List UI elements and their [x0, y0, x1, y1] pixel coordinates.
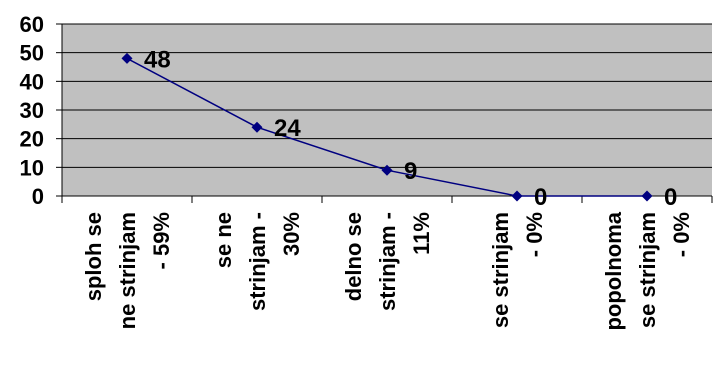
x-category-label-line: - 0% [522, 212, 547, 257]
data-point-marker [251, 121, 263, 133]
x-category-label-line: strinjam - [375, 212, 400, 311]
x-category-label-line: delno se [341, 212, 366, 301]
x-category-label: se ne strinjam - 30% [211, 212, 304, 311]
y-tick-label: 50 [20, 41, 44, 66]
x-axis-categories: sploh se ne strinjam - 59% se ne strinjam - 3… [81, 211, 694, 330]
y-axis-ticks: 0 10 20 30 40 50 60 [20, 12, 62, 209]
y-tick-label: 30 [20, 98, 44, 123]
data-label: 48 [144, 46, 171, 73]
x-category-label-line: 11% [409, 212, 434, 255]
x-category-label-line: se ne [211, 212, 236, 268]
data-point-marker [121, 52, 133, 64]
x-category-label: popolnoma se strinjam - 0% [601, 211, 694, 330]
y-tick-label: 40 [20, 69, 44, 94]
y-tick-label: 0 [32, 184, 44, 209]
x-category-label: delno se strinjam - 11% [341, 212, 434, 311]
x-category-label: sploh se ne strinjam - 59% [81, 212, 174, 329]
series [121, 52, 653, 202]
x-category-label-line: se strinjam [635, 212, 660, 328]
x-category-label-line: sploh se [81, 212, 106, 301]
data-point-marker [511, 190, 523, 202]
x-category-label-line: 30% [279, 212, 304, 256]
x-category-label-line: se strinjam [488, 212, 513, 328]
data-label: 24 [274, 115, 301, 142]
y-tick-label: 60 [20, 12, 44, 37]
x-category-label-line: popolnoma [601, 211, 626, 330]
data-label: 0 [534, 184, 547, 211]
y-tick-label: 10 [20, 155, 44, 180]
x-category-label: se strinjam - 0% [488, 212, 547, 328]
data-labels: 48 24 9 0 0 [144, 46, 677, 211]
x-category-label-line: ne strinjam [115, 212, 140, 329]
y-tick-label: 20 [20, 127, 44, 152]
x-category-label-line: - 59% [149, 212, 174, 269]
data-label: 0 [664, 184, 677, 211]
data-point-marker [641, 190, 653, 202]
x-category-label-line: - 0% [669, 212, 694, 257]
x-category-label-line: strinjam - [245, 212, 270, 311]
data-label: 9 [404, 158, 417, 185]
data-point-marker [381, 164, 393, 176]
